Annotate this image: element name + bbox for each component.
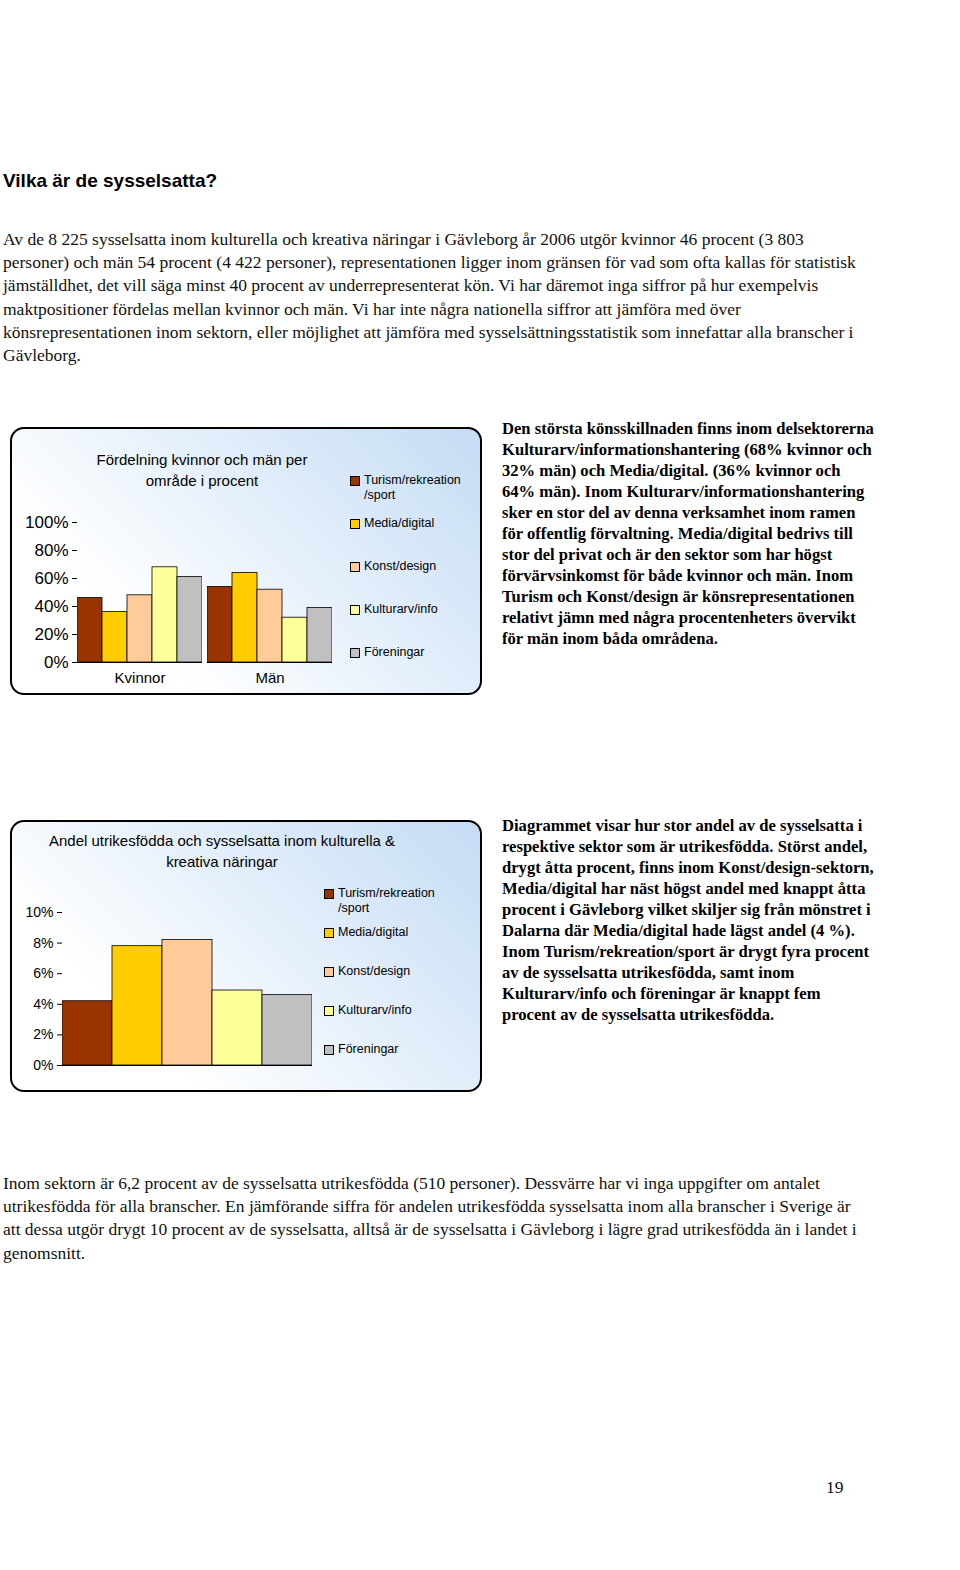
html-text:Kulturarv/info: Kulturarv/info [338, 1003, 412, 1017]
svg-text:10%: 10% [25, 904, 53, 920]
html-text:Media/digital: Media/digital [338, 925, 409, 939]
svg-text:80%: 80% [34, 541, 68, 560]
svg-text:2%: 2% [33, 1026, 53, 1042]
html-text:Diagrammet visar hur stor ande: Diagrammet visar hur stor andel av de sy… [502, 816, 874, 1024]
svg-text:4%: 4% [33, 996, 53, 1012]
html-text:Turism/rekreation /sport: Turism/rekreation /sport [338, 886, 435, 915]
svg-text:6%: 6% [33, 965, 53, 981]
svg-text:60%: 60% [34, 569, 68, 588]
svg-text:20%: 20% [34, 625, 68, 644]
html-text:Konst/design: Konst/design [364, 559, 437, 573]
svg-text:8%: 8% [33, 935, 53, 951]
svg-text:0%: 0% [44, 653, 69, 672]
html-text:Inom sektorn är 6,2 procent av: Inom sektorn är 6,2 procent av de syssel… [3, 1173, 857, 1263]
svg-text:0%: 0% [33, 1057, 53, 1073]
svg-text:40%: 40% [34, 597, 68, 616]
html-text:Turism/rekreation /sport: Turism/rekreation /sport [364, 473, 461, 502]
html-text:Fördelning kvinnor och män per: Fördelning kvinnor och män per område i … [96, 451, 308, 489]
html-text:Den största könsskillnaden fin: Den största könsskillnaden finns inom de… [502, 419, 874, 648]
html-text:Kulturarv/info: Kulturarv/info [364, 602, 438, 616]
html-text:Andel utrikesfödda och syssels: Andel utrikesfödda och sysselsatta inom … [49, 832, 395, 870]
html-text:Föreningar: Föreningar [364, 645, 425, 659]
html-text:Av de 8 225 sysselsatta inom k: Av de 8 225 sysselsatta inom kulturella … [3, 229, 856, 365]
svg-text:Män: Män [255, 669, 284, 686]
svg-text:100%: 100% [25, 513, 68, 532]
html-text:Media/digital: Media/digital [364, 516, 435, 530]
html-text:19: 19 [826, 1477, 844, 1497]
html-text:Föreningar: Föreningar [338, 1042, 399, 1056]
html-text:Vilka är de sysselsatta?: Vilka är de sysselsatta? [3, 170, 218, 191]
html-text:Konst/design: Konst/design [338, 964, 411, 978]
svg-text:Kvinnor: Kvinnor [115, 669, 166, 686]
